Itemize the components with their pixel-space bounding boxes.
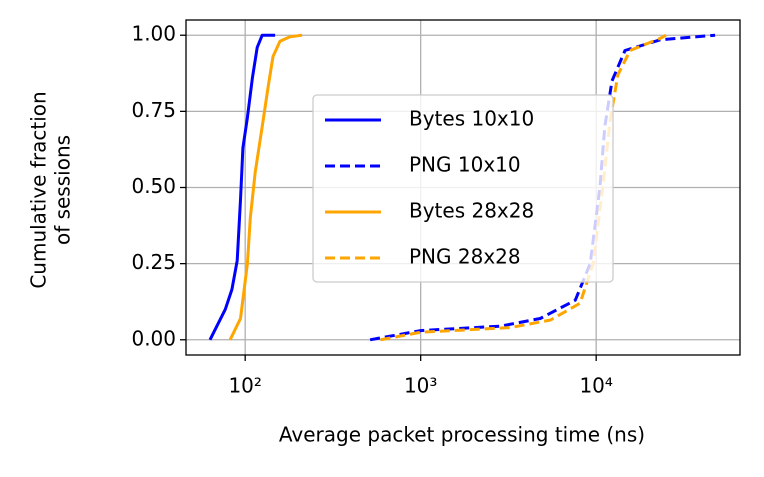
series-line — [228, 33, 303, 341]
y-tick-label: 0.25 — [131, 250, 176, 274]
y-tick-label: 0.75 — [131, 98, 176, 122]
legend-label: Bytes 28x28 — [409, 199, 534, 223]
legend-label: Bytes 10x10 — [409, 107, 534, 131]
y-axis-label-line: of sessions — [51, 135, 75, 245]
plot-frame — [185, 19, 741, 356]
legend-label: PNG 28x28 — [409, 245, 521, 269]
series-line — [208, 33, 276, 341]
x-axis-label: Average packet processing time (ns) — [279, 423, 645, 447]
x-tick-label: 10⁴ — [579, 374, 612, 398]
y-tick-label: 0.50 — [131, 174, 176, 198]
legend-label: PNG 10x10 — [409, 153, 521, 177]
legend-box — [312, 94, 614, 283]
y-axis-label-line: Cumulative fraction — [27, 91, 51, 288]
y-tick-label: 1.00 — [131, 22, 176, 46]
y-axis-label: Cumulative fraction of sessions — [27, 91, 75, 288]
x-tick-label: 10² — [228, 374, 261, 398]
x-tick-label: 10³ — [404, 374, 437, 398]
legend: Bytes 10x10 PNG 10x10 Bytes 28x28 PNG 28x28 — [312, 94, 614, 283]
y-tick-label: 0.00 — [131, 326, 176, 350]
